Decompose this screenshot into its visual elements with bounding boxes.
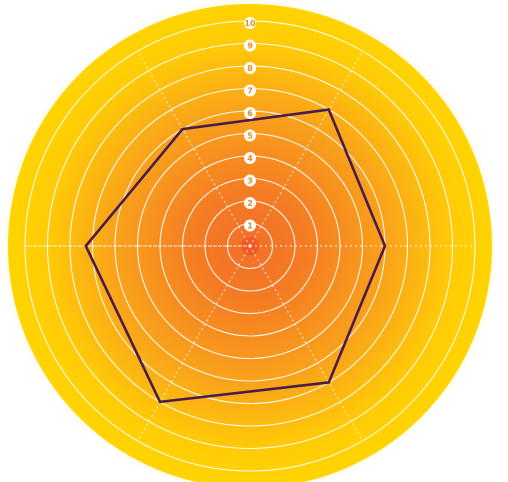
- grid-spokes: [25, 50, 475, 442]
- tick-label-9: 9: [244, 39, 256, 52]
- tick-dot: [244, 174, 256, 187]
- tick-text: 1: [247, 222, 253, 231]
- tick-dot: [244, 107, 256, 119]
- tick-dot: [244, 129, 256, 142]
- tick-text: 3: [247, 177, 253, 186]
- tick-dot: [244, 17, 256, 29]
- tick-text: 10: [244, 19, 256, 28]
- tick-text: 8: [247, 64, 253, 73]
- tick-label-4: 4: [244, 152, 256, 164]
- tick-dot: [244, 39, 256, 52]
- tick-text: 4: [247, 154, 253, 163]
- tick-dot: [244, 152, 256, 164]
- tick-text: 5: [247, 132, 253, 141]
- tick-text: 2: [247, 199, 253, 208]
- tick-labels: 1 2 3 4 5 6 7 8 9 10: [244, 17, 256, 232]
- tick-label-5: 5: [244, 129, 256, 142]
- tick-text: 7: [247, 87, 253, 96]
- tick-dot: [244, 62, 256, 74]
- tick-text: 9: [247, 42, 253, 51]
- series-layer: [84, 108, 387, 404]
- tick-label-1: 1: [244, 219, 256, 232]
- tick-dot: [244, 197, 256, 209]
- chart-background: [2, 0, 498, 482]
- tick-label-10: 10: [244, 17, 256, 29]
- tick-text: 6: [247, 109, 253, 118]
- tick-label-7: 7: [244, 84, 256, 97]
- tick-label-2: 2: [244, 197, 256, 209]
- tick-dot: [244, 219, 256, 232]
- tick-label-6: 6: [244, 107, 256, 119]
- tick-label-3: 3: [244, 174, 256, 187]
- tick-label-8: 8: [244, 62, 256, 74]
- tick-dot: [244, 84, 256, 97]
